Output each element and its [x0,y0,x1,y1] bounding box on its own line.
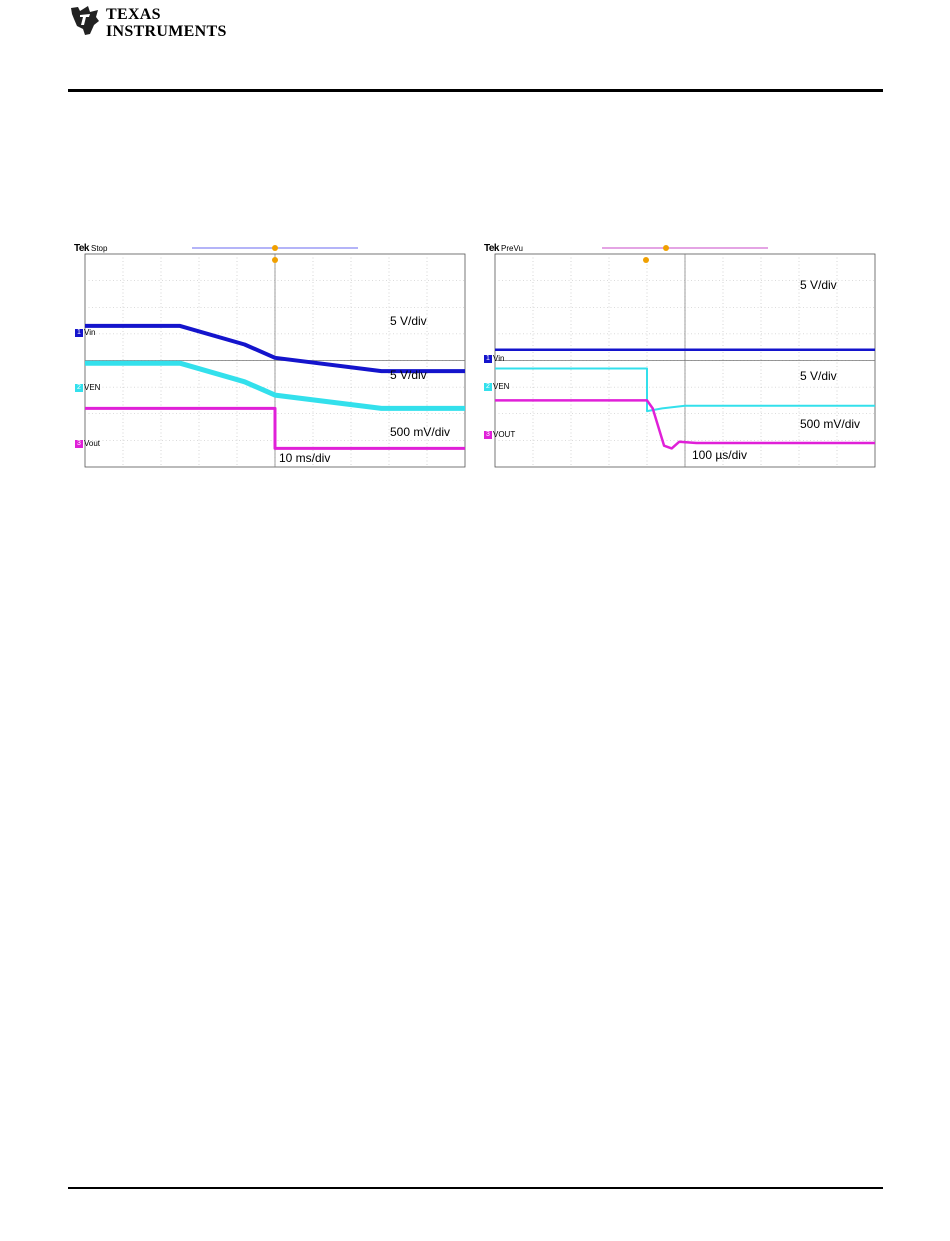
trace-vout [85,406,465,450]
footer-rule [68,1187,883,1189]
scope-capture-left: Tek Stop 5 V/div 5 V/div 500 mV/div 10 ms… [70,240,470,475]
time-scale-label: 100 µs/div [692,448,747,462]
ti-logo: Texas Instruments [68,3,228,41]
scope-state: PreVu [501,244,523,253]
trace-vout [495,399,875,450]
ti-logo-mark-icon [71,6,99,35]
time-scale-label: 10 ms/div [279,451,331,465]
trigger-position-marker [663,245,669,251]
company-name-line1: Texas [106,6,161,23]
scope-brand: Tek [484,243,500,254]
scope-header: Tek Stop [74,243,107,254]
channel-label: 3 VOUT [484,430,515,439]
company-name-line2: Instruments [106,23,227,40]
scope-brand: Tek [74,243,90,254]
scale-label: 500 mV/div [800,417,861,431]
scale-label: 5 V/div [800,278,837,292]
graticule [495,254,875,467]
scope-plot-left [84,245,466,468]
scope-plot-right [494,245,876,468]
channel-label: 1 Vin [484,354,504,363]
trace-ven [85,360,465,411]
trace-vin [85,323,465,374]
channel-label: 1 Vin [75,328,95,337]
scale-label: 5 V/div [390,314,427,328]
channel-label: 3 Vout [75,439,100,448]
header-rule [68,89,883,92]
scale-label: 5 V/div [800,369,837,383]
scale-label: 5 V/div [390,368,427,382]
scope-capture-right: Tek PreVu 5 V/div 5 V/div 500 mV/div 100 … [480,240,880,475]
scope-state: Stop [91,244,108,253]
company-name: Texas Instruments [106,6,227,40]
trigger-position-marker [272,245,278,251]
trigger-marker [643,257,649,263]
scope-header: Tek PreVu [484,243,523,254]
channel-label: 2 VEN [75,383,100,392]
trigger-marker [272,257,278,263]
channel-label: 2 VEN [484,382,509,391]
trace-ven [495,367,875,413]
scale-label: 500 mV/div [390,425,451,439]
